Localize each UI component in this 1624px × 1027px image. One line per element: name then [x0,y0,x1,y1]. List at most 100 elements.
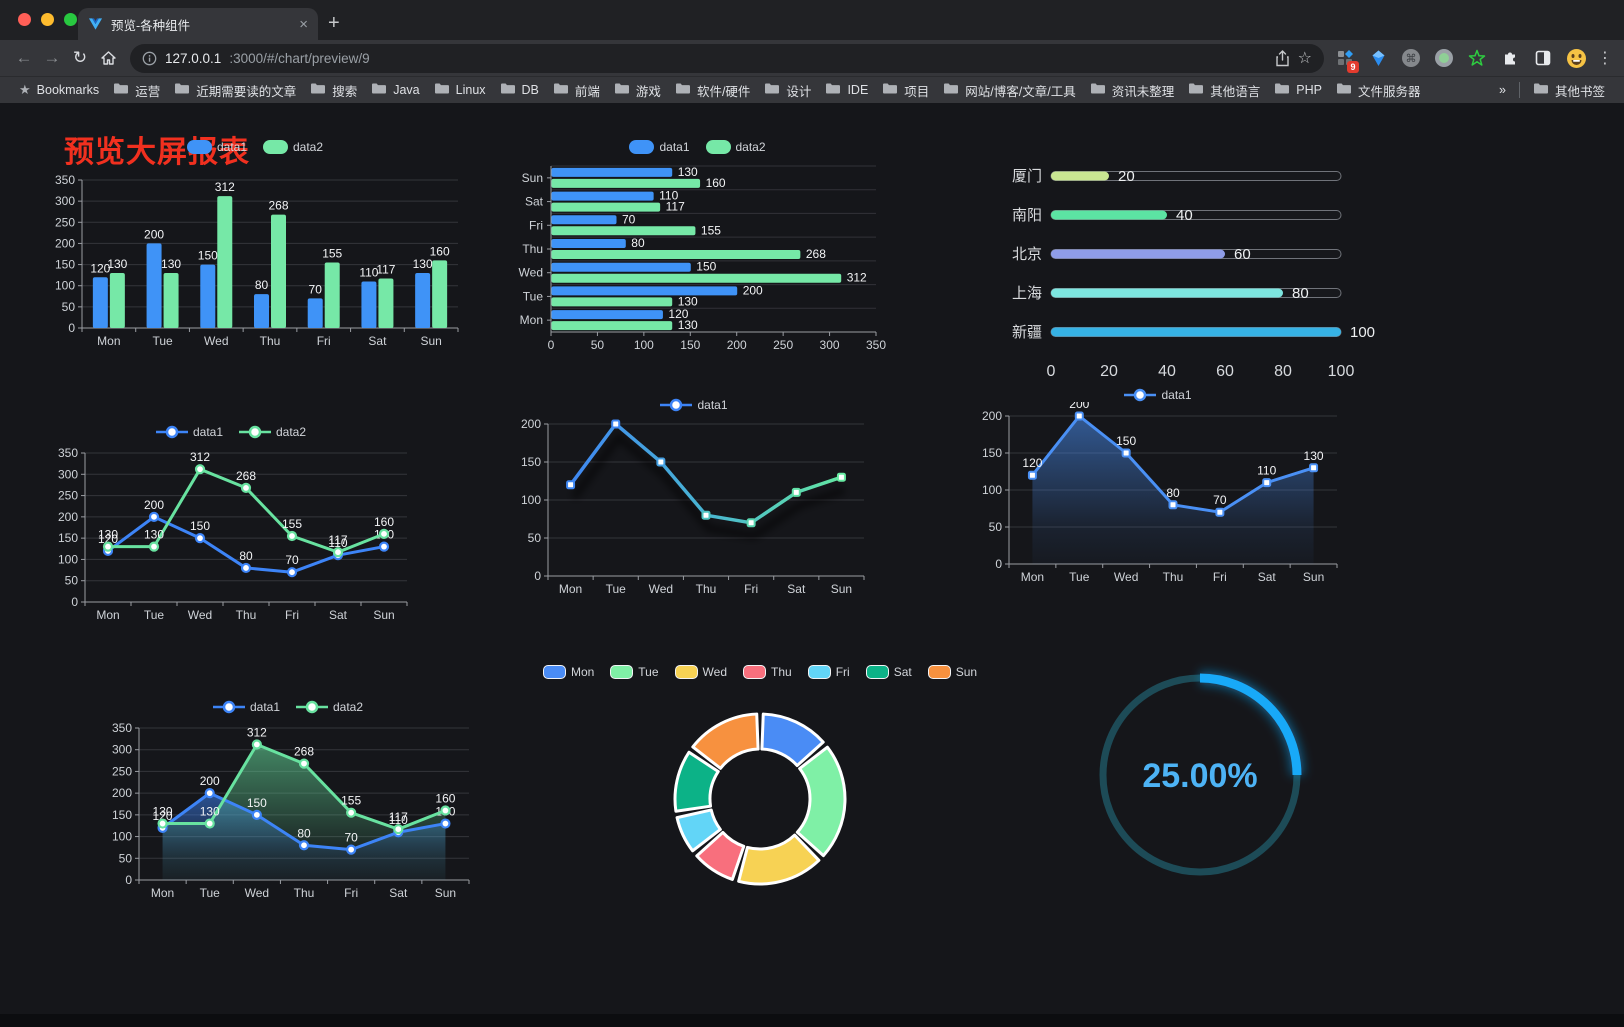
svg-text:200: 200 [144,498,164,512]
svg-text:200: 200 [521,417,541,431]
bookmark-item[interactable]: 资讯未整理 [1083,79,1182,102]
extension-kite-icon[interactable] [1365,45,1391,71]
svg-text:250: 250 [773,338,793,352]
svg-text:150: 150 [247,796,267,810]
svg-text:Mon: Mon [96,608,119,622]
legend-item[interactable]: Fri [807,665,850,679]
extension-grid-icon[interactable]: 9 [1332,45,1359,73]
menu-dots-icon[interactable]: ⋮ [1597,50,1613,67]
address-bar[interactable]: 127.0.0.1:3000/#/chart/preview/9 ☆ [130,43,1324,73]
bookmark-item[interactable]: 项目 [875,79,936,102]
svg-text:350: 350 [866,338,886,352]
home-button[interactable] [94,44,122,72]
folder-icon [434,82,450,98]
legend-item[interactable]: Mon [542,665,594,679]
bookmark-item[interactable]: Linux [427,80,493,100]
legend-item[interactable]: data2 [239,425,306,439]
gauge-chart[interactable]: 25.00% [1040,635,1370,920]
legend-item[interactable]: Wed [674,665,727,679]
legend-item[interactable]: data1 [660,398,728,412]
bookmarks-manager[interactable]: ★ Bookmarks [12,80,106,100]
bookmark-item[interactable]: 文件服务器 [1329,79,1428,102]
bookmark-item[interactable]: DB [493,80,546,100]
gradient-line-chart[interactable]: data1 0 50 100 150 200 Mon Tue Wed Thu Fri Sat Sun [510,398,878,612]
bookmarks-overflow-button[interactable]: » [1499,83,1506,97]
donut-canvas[interactable] [560,679,960,891]
legend-item[interactable]: data1 [629,140,690,154]
bookmark-item[interactable]: PHP [1267,80,1329,100]
extension-emoji-icon[interactable] [1563,45,1589,71]
legend-item[interactable]: data2 [705,140,766,154]
bar-chart-canvas[interactable]: 0 50 100 150 200 250 300 350 Mon Tue Wed Thu Fri Sat S… [40,154,470,358]
legend-item[interactable]: Sun [927,665,977,679]
two-series-line-chart[interactable]: data1 data2 0 50 100 150 200 250 300 350 Mon Tue Wed… [45,425,417,640]
minimize-window-button[interactable] [41,13,54,26]
c6-line-canvas[interactable]: 0 50 100 150 200 Mon Tue Wed Thu Fri Sat Sun 120 200 1… [965,402,1351,592]
legend-swatch [865,665,889,679]
gauge-canvas[interactable]: 25.00% [1040,635,1370,920]
svg-text:130: 130 [1304,449,1324,463]
bookmark-item[interactable]: 前端 [546,79,607,102]
legend-item[interactable]: Tue [610,665,659,679]
bookmark-item[interactable]: 近期需要读的文章 [167,79,303,102]
share-icon[interactable] [1275,49,1290,67]
two-series-area-chart[interactable]: data1 data2 0 50 100 150 200 250 300 350 Mon Tue Wed… [95,700,481,918]
reload-button[interactable]: ↻ [72,48,88,67]
bookmark-item[interactable]: 软件/硬件 [668,79,757,102]
c5-line-canvas[interactable]: 0 50 100 150 200 Mon Tue Wed Thu Fri Sat Sun [510,412,878,604]
svg-text:Fri: Fri [1213,570,1227,584]
legend-label: Sat [893,665,912,679]
legend-item[interactable]: Sat [865,665,912,679]
new-tab-button[interactable]: + [328,12,340,34]
close-window-button[interactable] [18,13,31,26]
extension-sidepanel-icon[interactable] [1530,45,1556,71]
extension-puzzle-icon[interactable] [1497,45,1523,71]
svg-text:160: 160 [430,244,450,258]
legend-swatch [674,665,698,679]
forward-button[interactable]: → [43,48,61,67]
legend-item[interactable]: data1 [212,700,280,714]
extension-command-icon[interactable]: ⌘ [1398,45,1424,71]
chart-legend: data1 data2 [45,425,417,439]
legend-item[interactable]: data1 [1124,388,1192,402]
c7-line-canvas[interactable]: 0 50 100 150 200 250 300 350 Mon Tue Wed Thu Fri Sat S… [95,714,481,908]
legend-item[interactable]: Thu [743,665,792,679]
bookmark-item[interactable]: Java [364,80,426,100]
progress-bars-chart[interactable]: 厦门 20 南阳 40 北京 60 上海 80 新疆 100 0 20 40 60 80 100 [995,150,1385,388]
browser-tab[interactable]: 预览-各种组件 × [78,8,318,40]
extension-green-dot-icon[interactable] [1431,45,1457,71]
area-line-chart[interactable]: data1 0 50 100 150 200 Mon Tue Wed Thu Fri Sat Sun 12… [965,388,1351,600]
folder-icon [764,82,780,98]
bookmark-star-icon[interactable]: ☆ [1297,50,1312,67]
back-button[interactable]: ← [15,48,33,67]
extension-star-icon[interactable] [1464,45,1490,71]
bookmark-item[interactable]: 游戏 [607,79,668,102]
svg-text:312: 312 [190,450,210,464]
svg-text:Wed: Wed [245,886,269,900]
svg-text:200: 200 [55,236,75,250]
bookmark-item[interactable]: 设计 [757,79,818,102]
bookmark-item[interactable]: 运营 [106,79,167,102]
folder-icon [614,82,630,98]
legend-item[interactable]: data1 [155,425,223,439]
legend-item[interactable]: data2 [263,140,323,154]
c4-line-canvas[interactable]: 0 50 100 150 200 250 300 350 Mon Tue Wed Thu Fri Sat S… [45,439,417,630]
legend-item[interactable]: data2 [296,700,363,714]
grouped-bar-chart[interactable]: data1 data2 0 50 100 150 200 250 300 350 Mon Tue Wed… [40,140,470,368]
progress-chart-canvas[interactable]: 厦门 20 南阳 40 北京 60 上海 80 新疆 100 0 20 40 60 80 100 [995,150,1385,388]
bookmark-item[interactable]: 网站/博客/文章/工具 [936,79,1082,102]
zoom-window-button[interactable] [64,13,77,26]
other-bookmarks-folder[interactable]: 其他书签 [1526,79,1612,102]
donut-chart[interactable]: Mon Tue Wed Thu Fri Sat Sun [542,665,977,897]
bookmark-item[interactable]: IDE [818,80,875,100]
bookmark-item[interactable]: 搜索 [303,79,364,102]
horizontal-bar-chart[interactable]: data1 data2 0 50 100 150 200 250 300 350 Sun 130 160… [505,140,890,372]
svg-text:南阳: 南阳 [1012,207,1042,224]
tab-close-icon[interactable]: × [299,15,308,33]
bookmark-item[interactable]: 其他语言 [1181,79,1267,102]
legend-label: data1 [249,700,280,714]
legend-item[interactable]: data1 [186,140,247,154]
site-info-icon[interactable] [142,51,157,66]
url-host: 127.0.0.1 [165,50,222,66]
